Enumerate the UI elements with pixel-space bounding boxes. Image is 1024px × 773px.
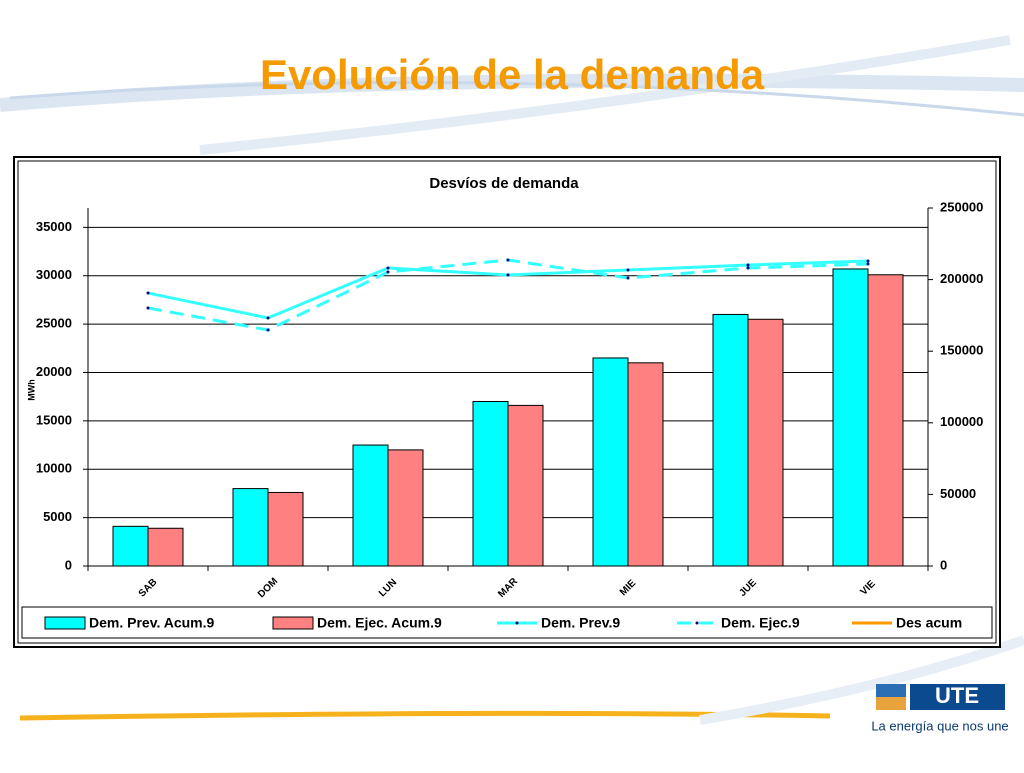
point <box>146 291 150 295</box>
legend-swatch <box>272 616 314 630</box>
bar <box>352 444 389 567</box>
bar <box>627 362 664 567</box>
bar <box>472 401 509 567</box>
legend-point <box>515 621 519 625</box>
y2-tick-label: 250000 <box>940 199 983 214</box>
bar <box>267 491 304 567</box>
legend-label: Dem. Ejec. Acum.9 <box>317 615 442 631</box>
bar <box>232 488 269 567</box>
y-tick-label: 20000 <box>36 364 72 379</box>
legend-point <box>695 621 699 625</box>
point <box>746 266 750 270</box>
point <box>626 268 630 272</box>
y-tick-label: 15000 <box>36 412 72 427</box>
legend-label: Dem. Prev.9 <box>541 615 620 631</box>
swoosh <box>9 80 1024 117</box>
y-tick-label: 35000 <box>36 219 72 234</box>
bar <box>712 313 749 567</box>
point <box>746 263 750 267</box>
point <box>506 273 510 277</box>
bar <box>112 525 149 567</box>
bar <box>832 268 869 567</box>
y-tick-label: 25000 <box>36 316 72 331</box>
logo-tagline: La energía que nos une <box>871 718 1008 733</box>
y-tick-label: 30000 <box>36 267 72 282</box>
point <box>266 328 270 332</box>
legend-label: Dem. Ejec.9 <box>721 615 800 631</box>
y2-tick-label: 200000 <box>940 271 983 286</box>
y2-tick-label: 50000 <box>940 486 976 501</box>
bar <box>387 449 424 567</box>
y-axis-label: MWh <box>26 379 36 401</box>
legend-label: Des acum <box>896 615 962 631</box>
bar <box>747 318 784 567</box>
swoosh <box>699 635 1024 725</box>
point <box>866 262 870 266</box>
point <box>506 258 510 262</box>
point <box>146 306 150 310</box>
y2-tick-label: 100000 <box>940 414 983 429</box>
slide-title: Evolución de la demanda <box>260 51 765 98</box>
bar <box>867 274 904 567</box>
y2-tick-label: 150000 <box>940 343 983 358</box>
logo-name: UTE <box>935 683 979 708</box>
y2-tick-label: 0 <box>940 557 947 572</box>
chart-frame-inner <box>17 160 997 644</box>
y-tick-label: 10000 <box>36 461 72 476</box>
point <box>626 276 630 280</box>
chart-title: Desvíos de demanda <box>429 175 579 192</box>
bar <box>507 404 544 567</box>
point <box>386 270 390 274</box>
y-tick-label: 0 <box>65 557 72 572</box>
bar <box>147 527 184 567</box>
y-tick-label: 5000 <box>43 509 72 524</box>
point <box>866 259 870 263</box>
swoosh <box>199 35 1011 155</box>
legend-label: Dem. Prev. Acum.9 <box>89 615 214 631</box>
point <box>266 316 270 320</box>
logo-mark <box>876 684 1005 710</box>
point <box>386 266 390 270</box>
legend-swatch <box>44 616 86 630</box>
bar <box>592 357 629 567</box>
